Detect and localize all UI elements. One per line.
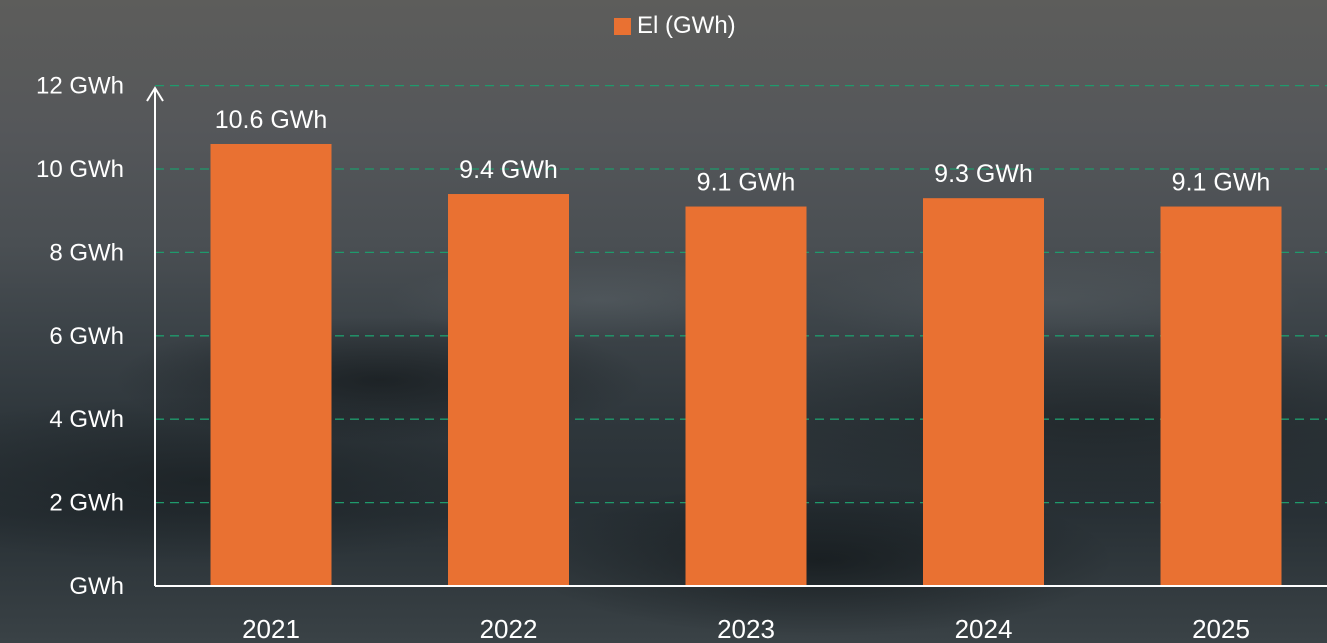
x-tick-label-2022: 2022 [480, 614, 538, 643]
x-tick-label-2023: 2023 [717, 614, 775, 643]
y-axis-arrow-icon [146, 86, 164, 102]
legend-label-el: El (GWh) [637, 12, 736, 39]
data-label-2025: 9.1 GWh [1172, 169, 1271, 197]
y-tick-label-10: 10 GWh [36, 156, 124, 183]
y-tick-label-2: 2 GWh [49, 490, 124, 517]
data-label-2021: 10.6 GWh [215, 106, 328, 134]
bar-2022 [448, 194, 569, 586]
data-label-2023: 9.1 GWh [697, 169, 796, 197]
x-tick-label-2025: 2025 [1192, 614, 1250, 643]
bar-2024 [923, 198, 1044, 586]
y-tick-label-12: 12 GWh [36, 73, 124, 100]
data-label-2022: 9.4 GWh [459, 156, 558, 184]
chart-legend: El (GWh) [614, 12, 736, 40]
x-tick-label-2024: 2024 [955, 614, 1013, 643]
bar-2025 [1160, 206, 1282, 586]
bar-2023 [685, 206, 807, 586]
legend-swatch-el [614, 17, 631, 35]
x-tick-label-2021: 2021 [242, 614, 300, 643]
data-label-2024: 9.3 GWh [934, 160, 1033, 188]
bar-2021 [210, 143, 332, 587]
y-tick-label-6: 6 GWh [49, 323, 124, 350]
y-tick-label-4: 4 GWh [49, 406, 124, 433]
y-tick-label-8: 8 GWh [49, 239, 124, 266]
y-tick-label-0: GWh [69, 573, 124, 600]
